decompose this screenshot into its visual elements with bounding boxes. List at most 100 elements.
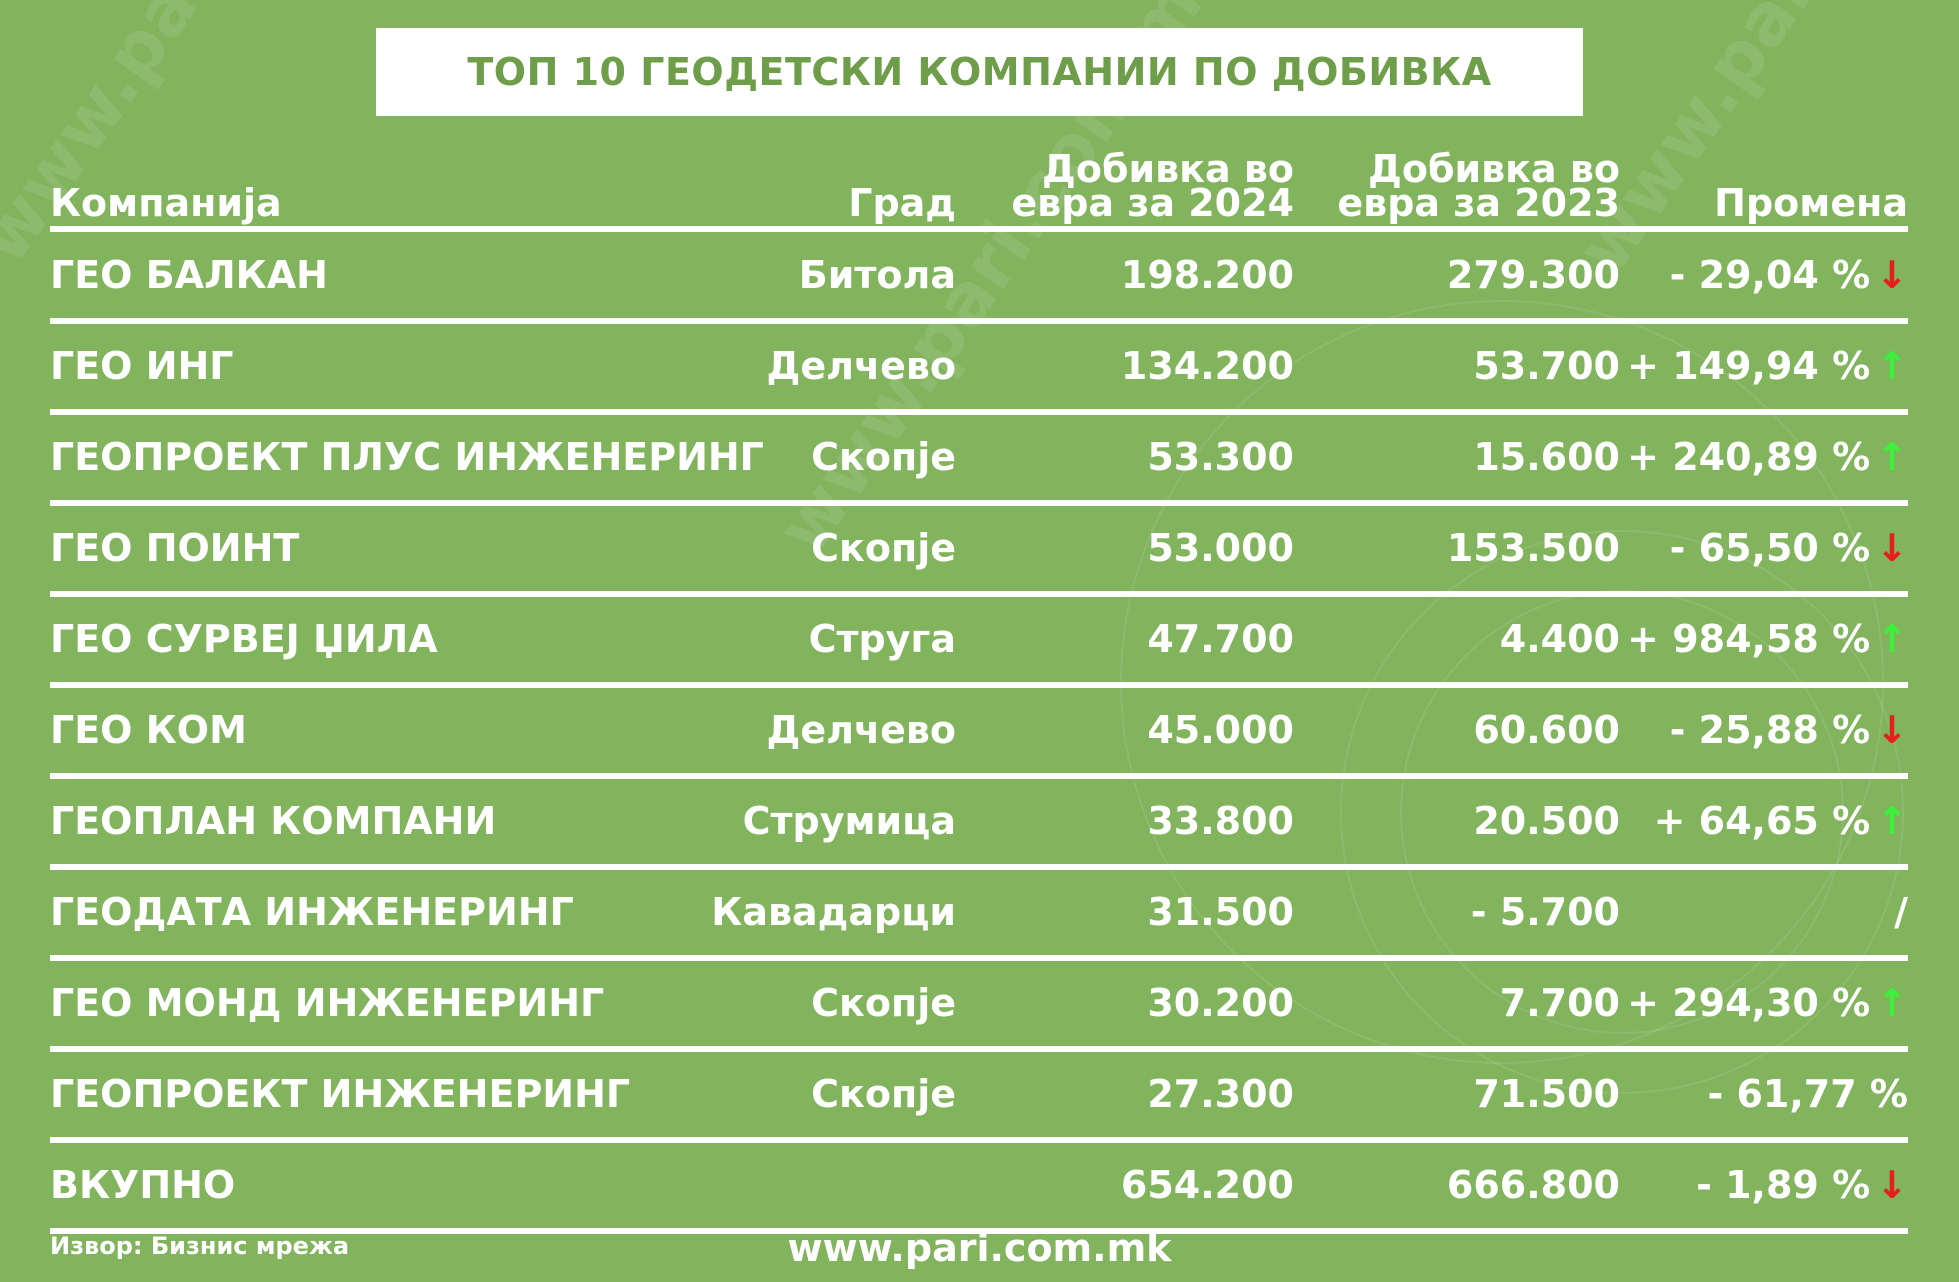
arrow-up-icon: ↑ — [1876, 344, 1908, 388]
cell-profit-2023: 15.600 — [1473, 435, 1620, 479]
row-divider — [50, 226, 1908, 232]
header-change: Промена — [1714, 181, 1908, 225]
cell-city: Скопје — [811, 526, 956, 570]
cell-change: - 1,89 % ↓ — [1696, 1142, 1908, 1228]
change-value: + 149,94 % — [1627, 344, 1871, 388]
table-row: ГЕО СУРВЕЈ ЏИЛА Струга 47.700 4.400 + 984,58… — [50, 596, 1908, 682]
arrow-up-icon: ↑ — [1876, 981, 1908, 1025]
header-profit-2024-line1: Добивка во — [1042, 147, 1294, 191]
row-divider — [50, 500, 1908, 506]
change-value: + 64,65 % — [1653, 799, 1871, 843]
header-city: Град — [848, 181, 956, 225]
cell-profit-2023: 60.600 — [1473, 708, 1620, 752]
cell-change: - 25,88 % ↓ — [1670, 687, 1908, 773]
cell-change: + 64,65 % ↑ — [1654, 778, 1908, 864]
change-value: + 294,30 % — [1627, 981, 1871, 1025]
cell-profit-2024: 27.300 — [1147, 1072, 1294, 1116]
cell-profit-2024: 198.200 — [1120, 253, 1294, 297]
cell-city: Делчево — [766, 708, 956, 752]
cell-profit-2024: 30.200 — [1147, 981, 1294, 1025]
cell-profit-2023: 20.500 — [1473, 799, 1620, 843]
table-row: ГЕОПЛАН КОМПАНИ Струмица 33.800 20.500 + 64,… — [50, 778, 1908, 864]
cell-change: / — [1894, 869, 1908, 955]
cell-company: ГЕОПРОЕКТ ИНЖЕНЕРИНГ — [50, 1072, 631, 1116]
cell-company: ГЕО БАЛКАН — [50, 253, 328, 297]
cell-city: Делчево — [766, 344, 956, 388]
arrow-up-icon: ↑ — [1876, 617, 1908, 661]
arrow-down-icon: ↓ — [1876, 526, 1908, 570]
cell-profit-2024: 53.000 — [1147, 526, 1294, 570]
change-value: - 29,04 % — [1669, 253, 1871, 297]
cell-profit-2024: 134.200 — [1120, 344, 1294, 388]
row-divider — [50, 864, 1908, 870]
arrow-down-icon: ↓ — [1876, 253, 1908, 297]
row-divider — [50, 682, 1908, 688]
change-value: + 984,58 % — [1627, 617, 1871, 661]
cell-change: - 65,50 % ↓ — [1670, 505, 1908, 591]
cell-profit-2023: 4.400 — [1499, 617, 1620, 661]
row-divider — [50, 1046, 1908, 1052]
cell-change: + 149,94 % ↑ — [1627, 323, 1908, 409]
table-row: ГЕОПРОЕКТ ИНЖЕНЕРИНГ Скопје 27.300 71.500 - … — [50, 1051, 1908, 1137]
cell-change: - 29,04 % ↓ — [1670, 232, 1908, 318]
cell-company: ГЕО ИНГ — [50, 344, 234, 388]
site-url: www.pari.com.mk — [787, 1226, 1172, 1270]
cell-company: ГЕОДАТА ИНЖЕНЕРИНГ — [50, 890, 574, 934]
table-row: ГЕО КОМ Делчево 45.000 60.600 - 25,88 % ↓ — [50, 687, 1908, 773]
cell-profit-2024: 53.300 — [1147, 435, 1294, 479]
cell-company: ГЕОПЛАН КОМПАНИ — [50, 799, 497, 843]
header-profit-2023-line2: евра за 2023 — [1337, 181, 1620, 225]
cell-change: + 294,30 % ↑ — [1627, 960, 1908, 1046]
chart-title: ТОП 10 ГЕОДЕТСКИ КОМПАНИИ ПО ДОБИВКА — [467, 50, 1492, 94]
cell-company: ГЕО ПОИНТ — [50, 526, 300, 570]
cell-profit-2023: 7.700 — [1499, 981, 1620, 1025]
cell-city: Струмица — [742, 799, 956, 843]
row-divider — [50, 1137, 1908, 1143]
cell-profit-2023: 53.700 — [1473, 344, 1620, 388]
cell-company: ГЕО МОНД ИНЖЕНЕРИНГ — [50, 981, 605, 1025]
table-header: Компанија Град Добивка во евра за 2024 Д… — [50, 150, 1908, 224]
table-row: ГЕОДАТА ИНЖЕНЕРИНГ Кавадарци 31.500 - 5.700… — [50, 869, 1908, 955]
arrow-up-icon: ↑ — [1876, 799, 1908, 843]
title-box: ТОП 10 ГЕОДЕТСКИ КОМПАНИИ ПО ДОБИВКА — [376, 28, 1583, 116]
cell-profit-2023: 71.500 — [1473, 1072, 1620, 1116]
cell-profit-2023: 279.300 — [1446, 253, 1620, 297]
cell-profit-2024: 31.500 — [1147, 890, 1294, 934]
cell-city: Кавадарци — [711, 890, 956, 934]
table-row: ГЕОПРОЕКТ ПЛУС ИНЖЕНЕРИНГ Скопје 53.300 15.… — [50, 414, 1908, 500]
cell-change: + 240,89 % ↑ — [1627, 414, 1908, 500]
arrow-down-icon: ↓ — [1876, 1163, 1908, 1207]
cell-profit-2024: 45.000 — [1147, 708, 1294, 752]
table-row: ГЕО ИНГ Делчево 134.200 53.700 + 149,94 % ↑ — [50, 323, 1908, 409]
cell-profit-2023: - 5.700 — [1470, 890, 1620, 934]
arrow-down-icon: ↓ — [1876, 708, 1908, 752]
header-profit-2023-line1: Добивка во — [1368, 147, 1620, 191]
cell-city: Битола — [798, 253, 956, 297]
cell-city: Скопје — [811, 1072, 956, 1116]
header-profit-2023: Добивка во евра за 2023 — [1320, 147, 1620, 225]
change-value: / — [1894, 890, 1908, 934]
header-company: Компанија — [50, 181, 282, 225]
header-profit-2024-line2: евра за 2024 — [1011, 181, 1294, 225]
cell-profit-2023: 153.500 — [1446, 526, 1620, 570]
row-divider — [50, 773, 1908, 779]
table-row: ГЕО МОНД ИНЖЕНЕРИНГ Скопје 30.200 7.700 + 29… — [50, 960, 1908, 1046]
cell-company: ГЕОПРОЕКТ ПЛУС ИНЖЕНЕРИНГ — [50, 435, 764, 479]
cell-profit-2023: 666.800 — [1446, 1163, 1620, 1207]
row-divider — [50, 409, 1908, 415]
cell-city: Скопје — [811, 981, 956, 1025]
cell-profit-2024: 33.800 — [1147, 799, 1294, 843]
row-divider — [50, 591, 1908, 597]
cell-city: Струга — [808, 617, 956, 661]
cell-change: - 61,77 % — [1707, 1051, 1908, 1137]
row-divider — [50, 955, 1908, 961]
cell-profit-2024: 654.200 — [1120, 1163, 1294, 1207]
change-value: - 61,77 % — [1707, 1072, 1908, 1116]
table-row: ГЕО ПОИНТ Скопје 53.000 153.500 - 65,50 % ↓ — [50, 505, 1908, 591]
change-value: - 25,88 % — [1669, 708, 1871, 752]
source-note: Извор: Бизнис мрежа — [50, 1232, 350, 1260]
arrow-up-icon: ↑ — [1876, 435, 1908, 479]
cell-company: ГЕО СУРВЕЈ ЏИЛА — [50, 617, 438, 661]
row-divider — [50, 1228, 1908, 1234]
cell-profit-2024: 47.700 — [1147, 617, 1294, 661]
